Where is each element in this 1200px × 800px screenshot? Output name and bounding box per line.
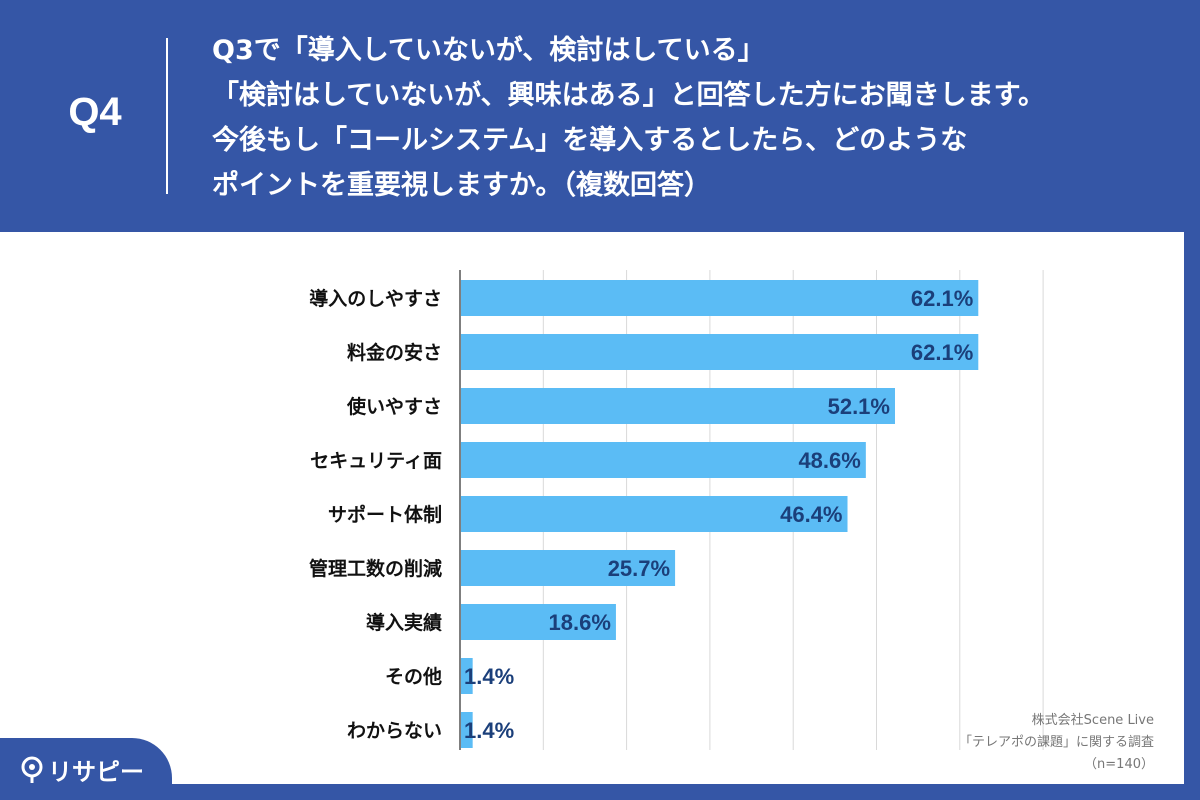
- source-note: 株式会社Scene Live 「テレアポの課題」に関する調査 （n=140）: [959, 710, 1154, 776]
- bar: [461, 658, 473, 694]
- bar-chart: 導入のしやすさ 62.1% 料金の安さ 62.1% 使いやすさ 52.1% セキュリティ面 4…: [309, 270, 1044, 750]
- category-label: 導入のしやすさ: [309, 287, 442, 310]
- category-label: その他: [385, 665, 442, 688]
- brand-logo: リサピー: [20, 752, 144, 787]
- category-label: 料金の安さ: [347, 341, 442, 364]
- source-sample-size: （n=140）: [1084, 757, 1154, 772]
- source-survey: 「テレアポの課題」に関する調査: [958, 735, 1154, 750]
- bar: [461, 496, 848, 532]
- category-label: 導入実績: [366, 611, 442, 634]
- question-number: Q4: [68, 90, 122, 134]
- question-line-4: ポイントを重要視しますか。（複数回答）: [212, 170, 711, 201]
- category-label: セキュリティ面: [310, 450, 442, 472]
- chart-panel: 導入のしやすさ 62.1% 料金の安さ 62.1% 使いやすさ 52.1% セキュリティ面 4…: [0, 232, 1184, 784]
- source-company: 株式会社Scene Live: [1031, 713, 1154, 728]
- category-label: わからない: [347, 720, 442, 742]
- category-label: 管理工数の削減: [309, 557, 442, 580]
- value-label: 18.6%: [549, 610, 611, 635]
- value-label: 52.1%: [828, 394, 890, 419]
- bar: [461, 388, 895, 424]
- category-label: サポート体制: [328, 503, 442, 526]
- question-line-2: 「検討はしていないが、興味はある」と回答した方にお聞きします。: [212, 80, 1045, 111]
- value-label: 62.1%: [911, 340, 973, 365]
- bar: [461, 604, 616, 640]
- question-text: Q3で「導入していないが、検討はしている」 「検討はしていないが、興味はある」と…: [212, 28, 1172, 208]
- value-label: 46.4%: [780, 502, 842, 527]
- question-line-1: Q3で「導入していないが、検討はしている」: [212, 35, 765, 66]
- header-divider: [166, 38, 168, 194]
- category-label: 使いやすさ: [346, 396, 442, 418]
- value-label: 48.6%: [798, 448, 860, 473]
- logo-tab: [0, 738, 172, 800]
- value-label: 1.4%: [464, 718, 514, 743]
- bar: [461, 334, 979, 370]
- question-line-3: 今後もし「コールシステム」を導入するとしたら、どのような: [212, 125, 968, 156]
- logo-text: リサピー: [48, 758, 144, 786]
- value-label: 62.1%: [911, 286, 973, 311]
- bar: [461, 550, 676, 586]
- bar: [461, 712, 473, 748]
- bar: [461, 442, 866, 478]
- header: Q4 Q3で「導入していないが、検討はしている」 「検討はしていないが、興味はあ…: [0, 0, 1200, 232]
- value-label: 1.4%: [464, 664, 514, 689]
- value-label: 25.7%: [608, 556, 670, 581]
- pin-icon: [21, 756, 43, 783]
- bar: [461, 280, 979, 316]
